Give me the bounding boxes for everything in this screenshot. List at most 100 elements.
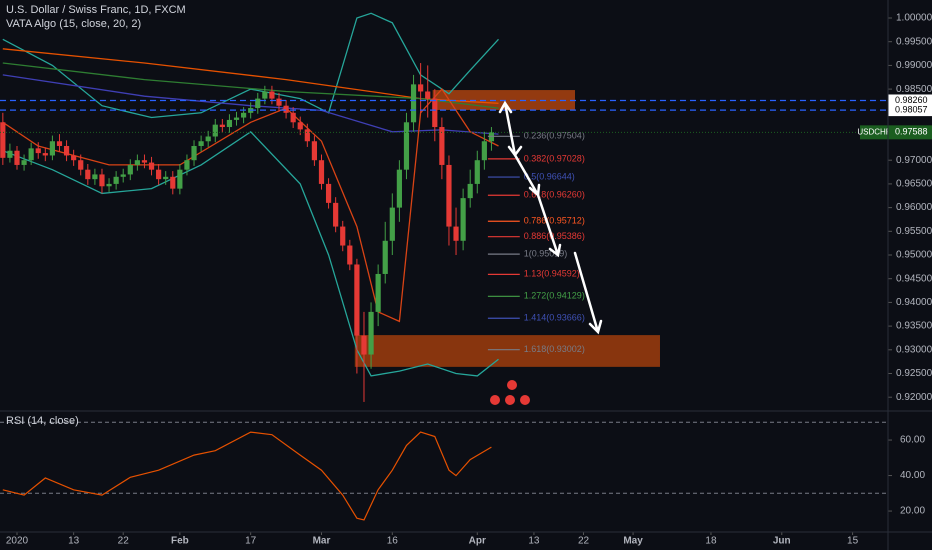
candle-body	[0, 122, 6, 158]
candle-body	[141, 160, 148, 163]
symbol-tag-label: USDCHF	[857, 127, 890, 136]
candle-body	[14, 150, 20, 165]
y-tick-label: 40.00	[900, 470, 925, 481]
candle-body	[113, 176, 119, 184]
y-tick-label: 0.93000	[896, 344, 932, 355]
candle-body	[127, 164, 133, 175]
candle-body	[290, 112, 296, 123]
x-tick-label: Mar	[313, 536, 331, 547]
candle-body	[233, 117, 240, 120]
candle-body	[170, 176, 176, 189]
badge	[507, 380, 517, 390]
x-tick-label: Jun	[773, 536, 791, 547]
candle-body	[28, 148, 34, 161]
y-tick-label: 0.98500	[896, 84, 932, 95]
indicator-line	[2, 130, 499, 377]
candle-body	[226, 119, 233, 128]
candle-body	[347, 245, 353, 265]
y-tick-label: 0.93500	[896, 321, 932, 332]
y-tick-label: 0.95500	[896, 226, 932, 237]
badge	[520, 395, 530, 405]
candle-body	[205, 136, 211, 142]
fib-label: 0.5(0.96644)	[524, 171, 575, 181]
fib-label: 0.236(0.97504)	[524, 131, 585, 141]
price-tag-label: 0.98260	[895, 95, 928, 105]
arrow	[573, 251, 603, 335]
candle-body	[63, 145, 70, 156]
indicator-line	[2, 431, 492, 521]
x-tick-label: 22	[118, 536, 130, 547]
arrow	[536, 193, 562, 258]
symbol-tag	[860, 125, 888, 140]
candle-body	[361, 335, 367, 355]
candle-body	[467, 183, 473, 199]
candle-body	[92, 174, 98, 180]
candle-body	[297, 122, 303, 130]
candle-body	[474, 160, 480, 184]
fib-label: 0.786(0.95712)	[524, 216, 585, 226]
candle-body	[177, 169, 183, 189]
candle-body	[240, 112, 247, 118]
x-tick-label: 18	[705, 536, 717, 547]
x-tick-label: 13	[68, 536, 80, 547]
candle-body	[460, 198, 466, 241]
candle-body	[163, 176, 169, 180]
y-tick-label: 0.92000	[896, 392, 932, 403]
y-tick-label: 0.92500	[896, 368, 932, 379]
x-tick-label: Apr	[469, 536, 486, 547]
candle-body	[410, 84, 417, 123]
candle-body	[354, 264, 360, 336]
x-tick-label: 15	[847, 536, 859, 547]
y-tick-label: 20.00	[900, 506, 925, 517]
candle-body	[134, 160, 140, 165]
candle-body	[156, 169, 162, 180]
price-tag	[888, 125, 932, 140]
indicator-line	[2, 88, 499, 323]
fib-label: 1.272(0.94129)	[524, 291, 585, 301]
zone	[354, 335, 660, 367]
fib-label: 0.382(0.97028)	[524, 153, 585, 163]
y-tick-label: 0.94000	[896, 297, 932, 308]
candle-body	[42, 153, 48, 156]
candle-body	[283, 105, 289, 113]
candle-body	[269, 91, 275, 99]
event-badges	[490, 380, 530, 405]
candle-body	[403, 122, 410, 170]
y-tick-label: 0.99500	[896, 36, 932, 47]
fib-label: 1.414(0.93666)	[524, 313, 585, 323]
x-tick-label: May	[623, 536, 643, 547]
drawing-arrows	[498, 100, 603, 335]
chart-title: U.S. Dollar / Swiss Franc, 1D, FXCM	[6, 4, 186, 16]
candle-body	[78, 160, 84, 170]
candle-body	[56, 141, 63, 146]
y-tick-label: 0.99000	[896, 60, 932, 71]
x-tick-label: Feb	[171, 536, 189, 547]
candle-body	[191, 145, 197, 161]
badge	[505, 395, 515, 405]
x-tick-label: 17	[245, 536, 257, 547]
candle-body	[7, 150, 13, 158]
y-tick-label: 1.00000	[896, 13, 932, 24]
price-tag-label: 0.98057	[895, 104, 928, 114]
candle-body	[333, 202, 339, 227]
badge	[490, 395, 500, 405]
candle-body	[198, 141, 204, 146]
candle-body	[148, 162, 155, 170]
candle-body	[212, 124, 218, 137]
candle-body	[255, 98, 261, 109]
y-tick-label: 0.97000	[896, 155, 932, 166]
fib-label: 0.886(0.95386)	[524, 231, 585, 241]
rsi-title: RSI (14, close)	[6, 415, 79, 427]
indicator-line	[2, 48, 499, 104]
candle-body	[481, 141, 487, 161]
y-tick-label: 0.96500	[896, 179, 932, 190]
candle-body	[262, 91, 268, 99]
candle-body	[446, 164, 452, 227]
price-tag	[888, 104, 932, 117]
candle-body	[184, 160, 190, 170]
x-tick-label: 16	[387, 536, 399, 547]
candle-body	[120, 174, 126, 177]
price-tag-label: 0.97588	[895, 127, 928, 137]
candle-body	[219, 124, 225, 128]
candle-body	[432, 98, 438, 128]
